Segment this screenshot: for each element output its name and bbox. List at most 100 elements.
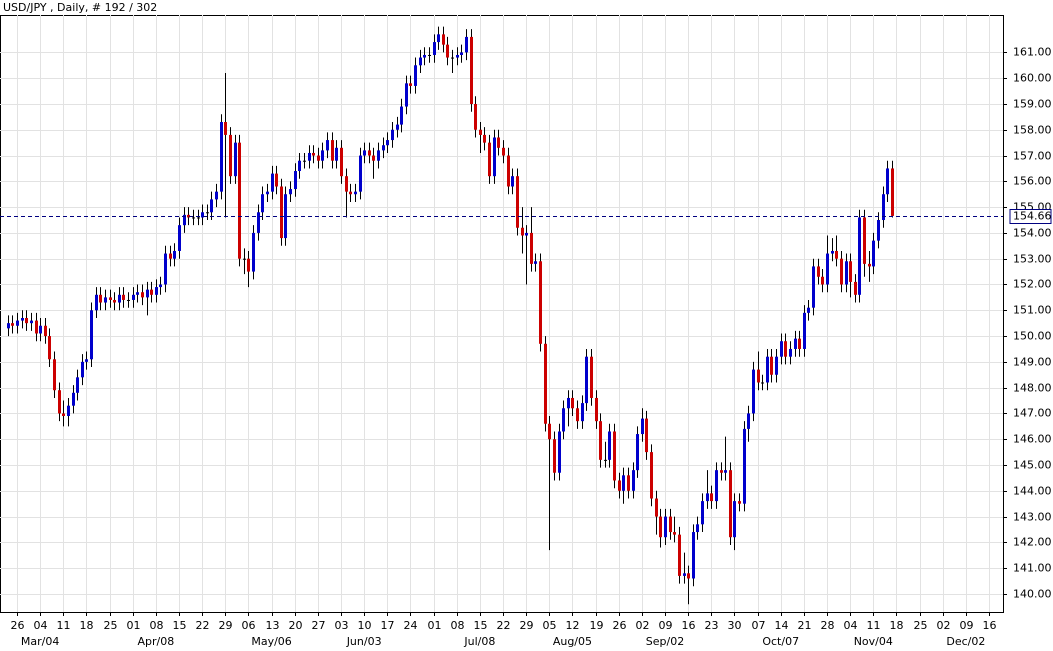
x-tick-label: 16 — [682, 619, 696, 632]
candle-body — [581, 403, 584, 422]
candle-body — [784, 341, 787, 357]
candle-body — [118, 294, 121, 303]
x-tick-label: 11 — [867, 619, 881, 632]
candle-body — [132, 294, 135, 300]
candle-body — [81, 361, 84, 378]
candle-body — [409, 83, 412, 86]
candle-body — [530, 232, 533, 264]
candle-body — [655, 498, 658, 517]
candle-body — [90, 310, 93, 360]
candle-body — [220, 122, 223, 192]
candle-body — [831, 250, 834, 254]
candle-body — [720, 470, 723, 473]
candle-body — [229, 134, 232, 177]
candle-body — [155, 287, 158, 295]
candle-body — [164, 253, 167, 285]
y-tick-label: 161.00 — [1013, 46, 1052, 59]
candle-body — [146, 289, 149, 298]
candle-body — [553, 439, 556, 473]
candle-body — [483, 134, 486, 143]
candle-body — [858, 217, 861, 295]
candle-body — [743, 428, 746, 504]
candle-body — [604, 459, 607, 461]
candle-body — [271, 173, 274, 192]
y-tick-label: 150.00 — [1013, 330, 1052, 343]
candle-body — [868, 263, 871, 267]
candle-body — [451, 57, 454, 59]
candle-body — [891, 168, 894, 216]
candle-body — [349, 191, 352, 195]
x-tick-label: 01 — [127, 619, 141, 632]
candle-body — [710, 493, 713, 502]
candle-body — [882, 194, 885, 221]
x-tick-label: 09 — [960, 619, 974, 632]
candle-body — [738, 501, 741, 504]
candle-body — [780, 341, 783, 357]
candle-body — [275, 173, 278, 187]
candle-body — [247, 258, 250, 272]
candle-body — [747, 413, 750, 429]
candle-body — [613, 431, 616, 481]
candle-body — [757, 369, 760, 383]
month-label: Jun/03 — [346, 635, 382, 648]
candle-body — [224, 122, 227, 135]
candle-body — [534, 261, 537, 264]
candle-body — [122, 294, 125, 300]
candle-body — [770, 356, 773, 375]
candle-body — [414, 65, 417, 86]
candle-body — [590, 356, 593, 398]
month-label: Nov/04 — [854, 635, 893, 648]
x-tick-label: 11 — [57, 619, 71, 632]
x-tick-label: 02 — [937, 619, 951, 632]
candle-body — [465, 36, 468, 53]
y-tick-label: 141.00 — [1013, 562, 1052, 575]
candle-body — [845, 261, 848, 285]
x-tick-label: 24 — [404, 619, 418, 632]
candle-body — [44, 325, 47, 337]
candle-body — [687, 573, 690, 579]
candle-body — [854, 281, 857, 295]
y-tick-label: 146.00 — [1013, 433, 1052, 446]
candle-body — [58, 390, 61, 414]
x-tick-label: 08 — [451, 619, 465, 632]
candle-body — [76, 377, 79, 393]
x-tick-label: 13 — [266, 619, 280, 632]
x-tick-label: 15 — [173, 619, 187, 632]
candle-body — [326, 140, 329, 151]
candle-body — [62, 413, 65, 417]
candle-body — [294, 171, 297, 190]
candle-body — [803, 312, 806, 349]
x-tick-label: 04 — [844, 619, 858, 632]
candle-body — [11, 323, 14, 326]
candle-body — [335, 147, 338, 161]
candle-body — [257, 212, 260, 233]
x-tick-label: 10 — [358, 619, 372, 632]
y-tick-label: 143.00 — [1013, 511, 1052, 524]
candle-body — [807, 307, 810, 313]
x-tick-label: 01 — [428, 619, 442, 632]
candle-body — [585, 356, 588, 404]
candle-body — [636, 434, 639, 471]
candle-body — [396, 124, 399, 130]
candle-body — [576, 408, 579, 422]
candle-body — [331, 140, 334, 161]
candle-body — [849, 261, 852, 282]
candle-body — [872, 240, 875, 267]
candle-body — [109, 297, 112, 300]
candle-body — [794, 338, 797, 349]
x-tick-label: 21 — [798, 619, 812, 632]
last-price-box — [1009, 209, 1052, 224]
y-tick-label: 156.00 — [1013, 175, 1052, 188]
candle-body — [460, 52, 463, 55]
candle-body — [21, 318, 24, 321]
candle-body — [95, 294, 98, 311]
candle-body — [104, 297, 107, 303]
candle-body — [206, 212, 209, 214]
candle-body — [632, 470, 635, 491]
candle-body — [641, 418, 644, 435]
candle-body — [678, 534, 681, 576]
chart-title: USD/JPY , Daily, # 192 / 302 — [3, 1, 157, 14]
candle-body — [669, 516, 672, 533]
candle-body — [372, 155, 375, 161]
